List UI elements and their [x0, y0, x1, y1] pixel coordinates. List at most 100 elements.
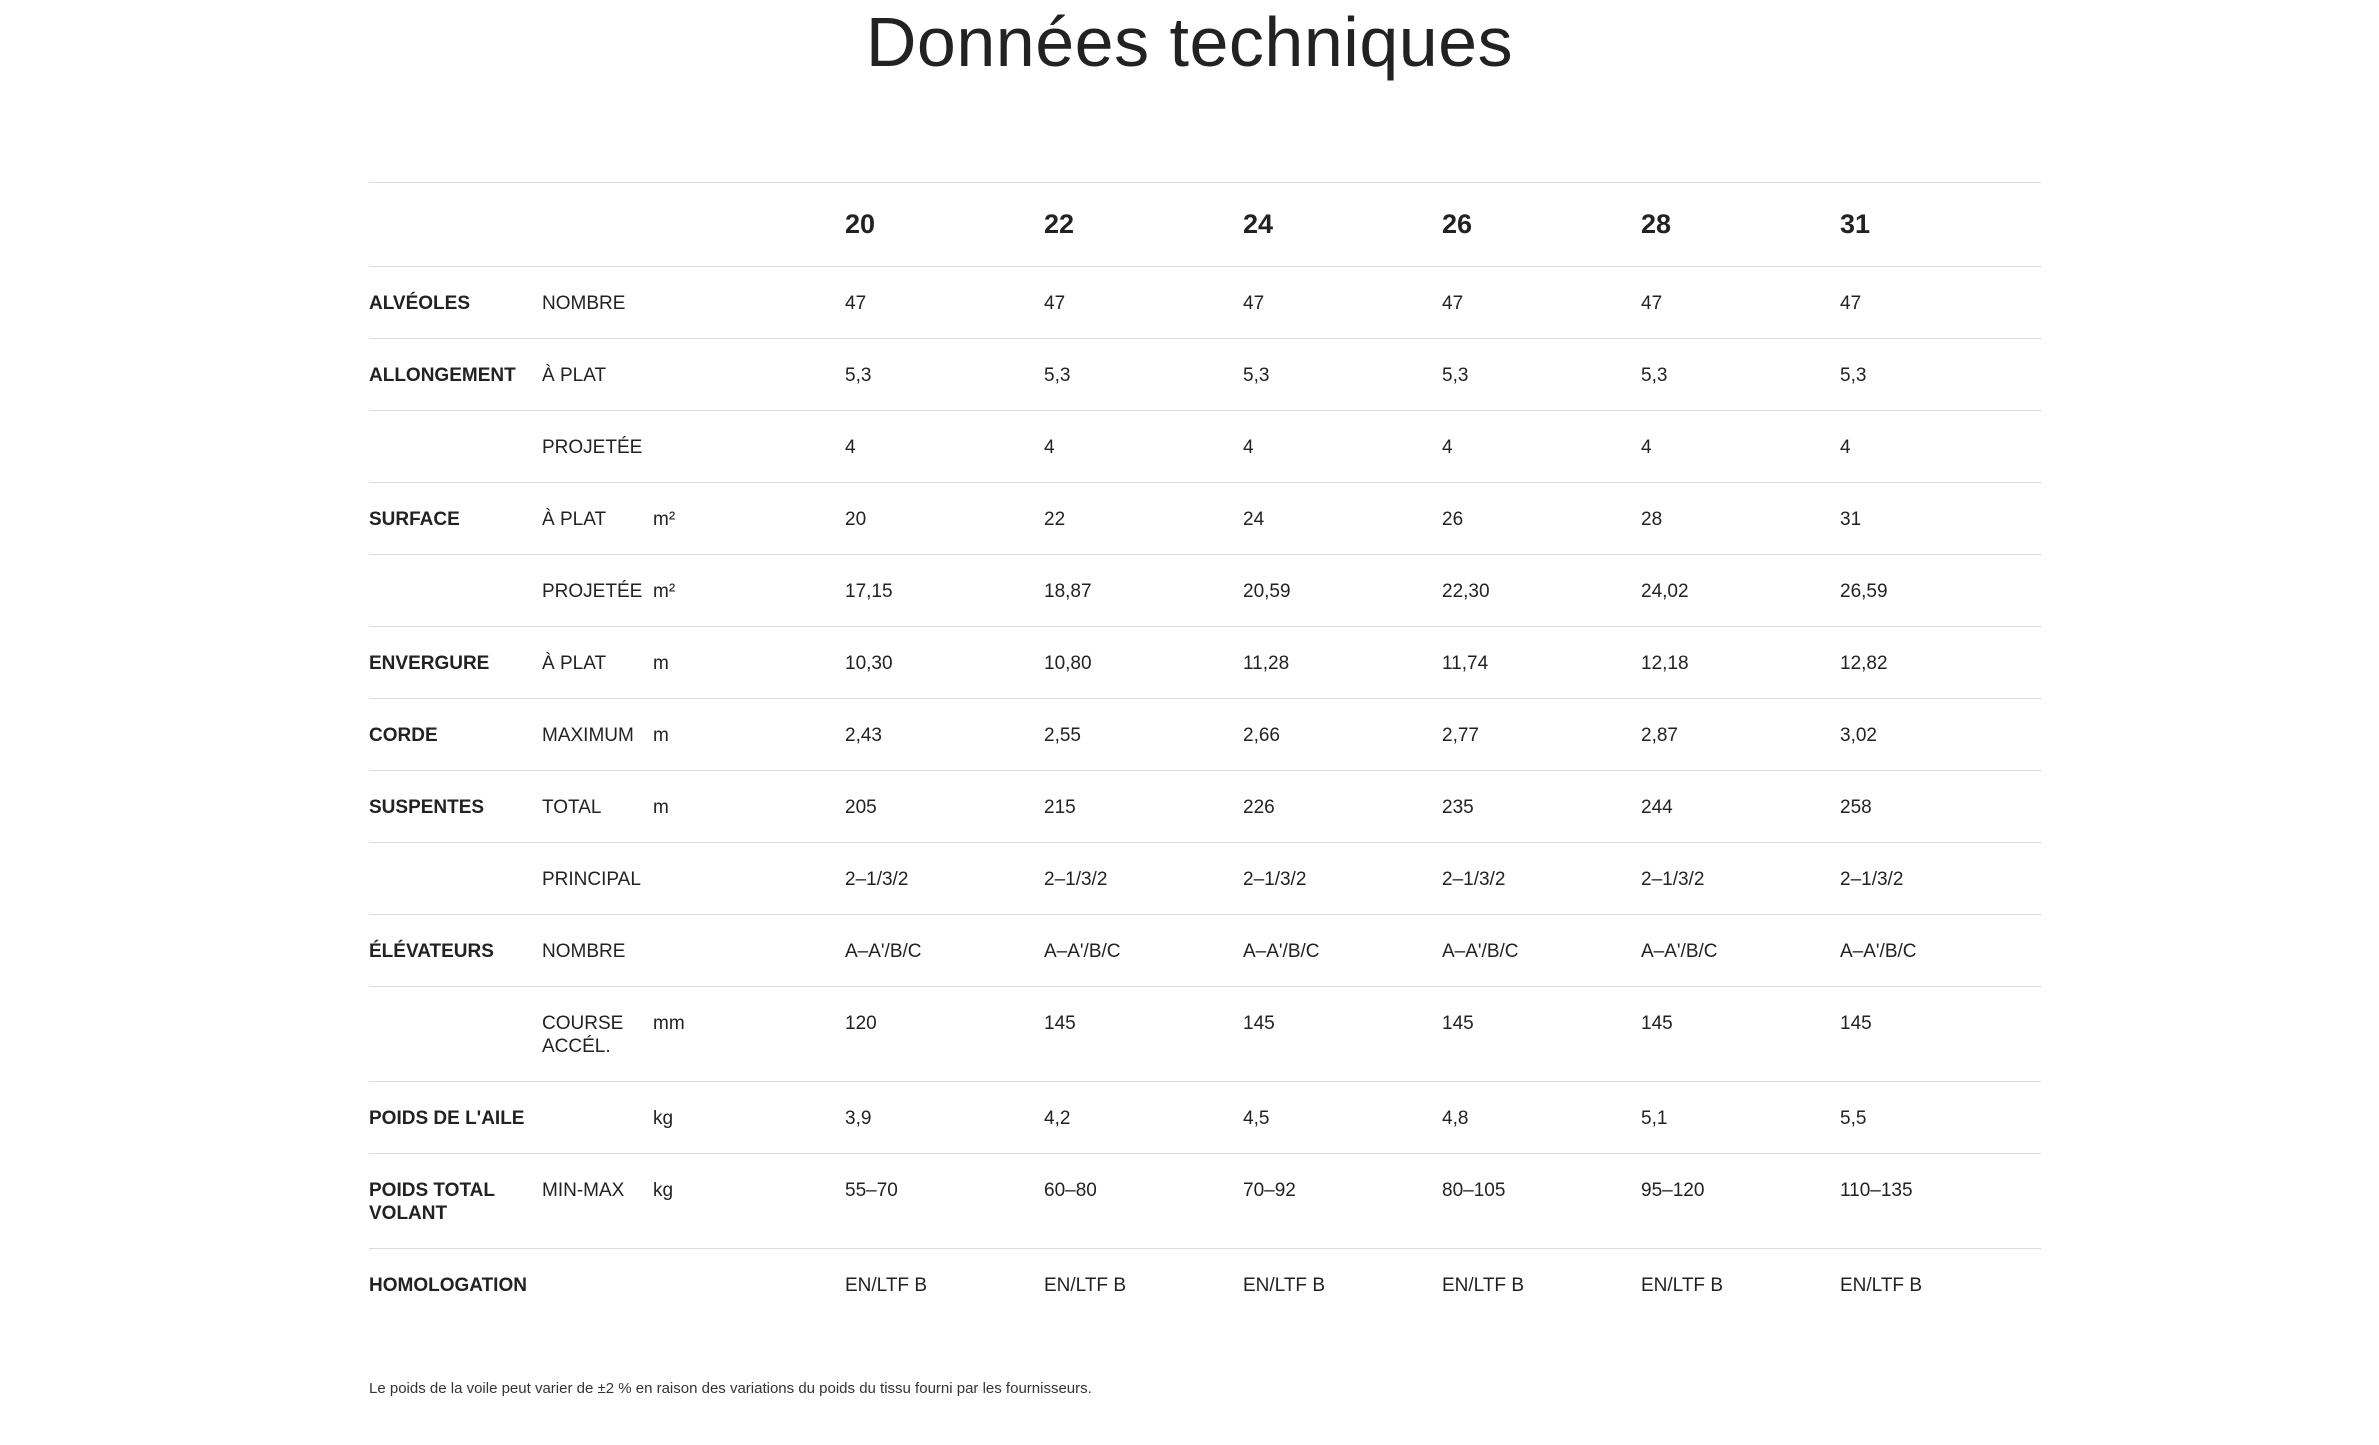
size-header: 22	[1044, 182, 1243, 267]
value-cell: 4	[1442, 410, 1641, 483]
value-cell: 11,74	[1442, 626, 1641, 699]
value-cell: 4	[1243, 410, 1442, 483]
row-unit	[653, 914, 845, 987]
row-unit: m²	[653, 554, 845, 627]
value-cell: 120	[845, 986, 1044, 1082]
value-cell: 4	[1840, 410, 2041, 483]
value-cell: 215	[1044, 770, 1243, 843]
value-cell: 5,3	[1243, 338, 1442, 411]
value-cell: 145	[1641, 986, 1840, 1082]
value-cell: 20,59	[1243, 554, 1442, 627]
row-category	[369, 410, 542, 483]
value-cell: 258	[1840, 770, 2041, 843]
row-unit: m	[653, 698, 845, 771]
row-unit: kg	[653, 1153, 845, 1249]
value-cell: 110–135	[1840, 1153, 2041, 1249]
row-unit	[653, 266, 845, 339]
row-unit: mm	[653, 986, 845, 1082]
value-cell: 80–105	[1442, 1153, 1641, 1249]
value-cell: 11,28	[1243, 626, 1442, 699]
table-body: ALVÉOLES NOMBRE 47 47 47 47 47 47 ALLONGEMENT À P…	[369, 266, 2041, 1321]
value-cell: EN/LTF B	[1243, 1248, 1442, 1321]
value-cell: A–A'/B/C	[845, 914, 1044, 987]
value-cell: 26,59	[1840, 554, 2041, 627]
value-cell: 235	[1442, 770, 1641, 843]
value-cell: 18,87	[1044, 554, 1243, 627]
value-cell: EN/LTF B	[1641, 1248, 1840, 1321]
value-cell: 26	[1442, 482, 1641, 555]
table-row: PROJETÉE 4 4 4 4 4 4	[369, 410, 2041, 483]
value-cell: 2–1/3/2	[1442, 842, 1641, 915]
page-title: Données techniques	[865, 3, 1514, 81]
value-cell: 4	[1044, 410, 1243, 483]
row-category: ÉLÉVATEURS	[369, 914, 542, 987]
table-row: CORDE MAXIMUM m 2,43 2,55 2,66 2,77 2,87 3,02	[369, 698, 2041, 771]
table-row: ALLONGEMENT À PLAT 5,3 5,3 5,3 5,3 5,3 5,3	[369, 338, 2041, 411]
value-cell: 2–1/3/2	[1840, 842, 2041, 915]
value-cell: 5,3	[1840, 338, 2041, 411]
spec-table: 20 22 24 26 28 31 ALVÉOLES NOMBRE 47 47 47 47…	[369, 182, 2041, 1321]
row-category	[369, 842, 542, 915]
value-cell: 17,15	[845, 554, 1044, 627]
row-unit	[653, 842, 845, 915]
value-cell: 4,8	[1442, 1081, 1641, 1154]
value-cell: 47	[1641, 266, 1840, 339]
value-cell: 2,66	[1243, 698, 1442, 771]
value-cell: 3,9	[845, 1081, 1044, 1154]
row-unit	[653, 410, 845, 483]
value-cell: 95–120	[1641, 1153, 1840, 1249]
value-cell: A–A'/B/C	[1641, 914, 1840, 987]
value-cell: 10,80	[1044, 626, 1243, 699]
row-subcategory: NOMBRE	[542, 266, 653, 339]
value-cell: EN/LTF B	[1840, 1248, 2041, 1321]
row-subcategory: PROJETÉE	[542, 410, 653, 483]
value-cell: 20	[845, 482, 1044, 555]
value-cell: 28	[1641, 482, 1840, 555]
size-header: 26	[1442, 182, 1641, 267]
value-cell: A–A'/B/C	[1044, 914, 1243, 987]
value-cell: 47	[845, 266, 1044, 339]
table-row: SUSPENTES TOTAL m 205 215 226 235 244 258	[369, 770, 2041, 843]
table-row: ÉLÉVATEURS NOMBRE A–A'/B/C A–A'/B/C A–A'/B/C…	[369, 914, 2041, 987]
value-cell: 2,77	[1442, 698, 1641, 771]
table-row: PRINCIPAL 2–1/3/2 2–1/3/2 2–1/3/2 2–1/3/2 2–1…	[369, 842, 2041, 915]
row-category: SURFACE	[369, 482, 542, 555]
value-cell: 3,02	[1840, 698, 2041, 771]
row-subcategory: À PLAT	[542, 482, 653, 555]
value-cell: 2–1/3/2	[1243, 842, 1442, 915]
table-row: POIDS DE L'AILE kg 3,9 4,2 4,5 4,8 5,1 5,5	[369, 1081, 2041, 1154]
value-cell: 145	[1442, 986, 1641, 1082]
value-cell: 10,30	[845, 626, 1044, 699]
row-subcategory: PROJETÉE	[542, 554, 653, 627]
value-cell: 60–80	[1044, 1153, 1243, 1249]
value-cell: 145	[1840, 986, 2041, 1082]
row-unit: m²	[653, 482, 845, 555]
value-cell: 2,55	[1044, 698, 1243, 771]
row-category	[369, 986, 542, 1082]
value-cell: 70–92	[1243, 1153, 1442, 1249]
size-header: 24	[1243, 182, 1442, 267]
value-cell: 24	[1243, 482, 1442, 555]
table-row: POIDS TOTAL VOLANT MIN-MAX kg 55–70 60–80 70–…	[369, 1153, 2041, 1249]
value-cell: 5,3	[1641, 338, 1840, 411]
value-cell: 55–70	[845, 1153, 1044, 1249]
value-cell: EN/LTF B	[845, 1248, 1044, 1321]
value-cell: 24,02	[1641, 554, 1840, 627]
row-subcategory: NOMBRE	[542, 914, 653, 987]
size-header: 31	[1840, 182, 2041, 267]
row-subcategory: À PLAT	[542, 626, 653, 699]
row-unit	[653, 338, 845, 411]
row-category	[369, 554, 542, 627]
row-subcategory: COURSE ACCÉL.	[542, 986, 653, 1082]
row-subcategory	[542, 1081, 653, 1154]
value-cell: 12,18	[1641, 626, 1840, 699]
row-unit: m	[653, 626, 845, 699]
value-cell: 47	[1044, 266, 1243, 339]
value-cell: 31	[1840, 482, 2041, 555]
row-category: POIDS DE L'AILE	[369, 1081, 542, 1154]
value-cell: 244	[1641, 770, 1840, 843]
header-empty-unit	[653, 182, 845, 267]
value-cell: 22	[1044, 482, 1243, 555]
table-row: COURSE ACCÉL. mm 120 145 145 145 145 145	[369, 986, 2041, 1082]
table-row: SURFACE À PLAT m² 20 22 24 26 28 31	[369, 482, 2041, 555]
